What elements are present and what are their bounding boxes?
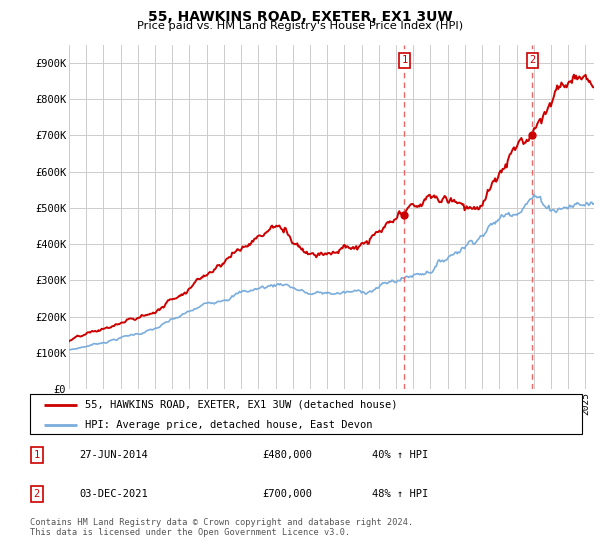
Text: 2: 2 [529, 55, 536, 66]
Text: 1: 1 [34, 450, 40, 460]
Text: £480,000: £480,000 [262, 450, 312, 460]
Text: 55, HAWKINS ROAD, EXETER, EX1 3UW: 55, HAWKINS ROAD, EXETER, EX1 3UW [148, 10, 452, 24]
Text: Contains HM Land Registry data © Crown copyright and database right 2024.
This d: Contains HM Land Registry data © Crown c… [30, 518, 413, 538]
Text: 27-JUN-2014: 27-JUN-2014 [80, 450, 148, 460]
Text: 1: 1 [401, 55, 407, 66]
Text: 48% ↑ HPI: 48% ↑ HPI [372, 489, 428, 499]
Text: 03-DEC-2021: 03-DEC-2021 [80, 489, 148, 499]
Text: 40% ↑ HPI: 40% ↑ HPI [372, 450, 428, 460]
Text: 2: 2 [34, 489, 40, 499]
Text: £700,000: £700,000 [262, 489, 312, 499]
Text: Price paid vs. HM Land Registry's House Price Index (HPI): Price paid vs. HM Land Registry's House … [137, 21, 463, 31]
Text: 55, HAWKINS ROAD, EXETER, EX1 3UW (detached house): 55, HAWKINS ROAD, EXETER, EX1 3UW (detac… [85, 400, 398, 409]
Text: HPI: Average price, detached house, East Devon: HPI: Average price, detached house, East… [85, 420, 373, 430]
